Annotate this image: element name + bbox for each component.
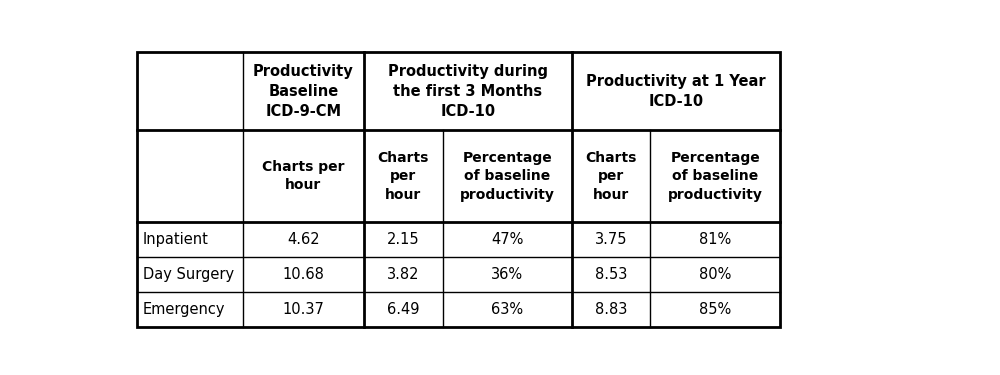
Text: Day Surgery: Day Surgery xyxy=(143,267,234,282)
Text: Charts
per
hour: Charts per hour xyxy=(378,151,429,202)
Text: 80%: 80% xyxy=(699,267,731,282)
Text: 63%: 63% xyxy=(491,302,523,316)
Text: Percentage
of baseline
productivity: Percentage of baseline productivity xyxy=(460,151,555,202)
Text: 2.15: 2.15 xyxy=(387,232,420,247)
Text: 3.82: 3.82 xyxy=(387,267,420,282)
Text: 36%: 36% xyxy=(491,267,523,282)
Text: 85%: 85% xyxy=(699,302,731,316)
Text: Percentage
of baseline
productivity: Percentage of baseline productivity xyxy=(668,151,763,202)
Text: 8.53: 8.53 xyxy=(595,267,627,282)
Text: 10.37: 10.37 xyxy=(282,302,324,316)
Text: 6.49: 6.49 xyxy=(387,302,420,316)
Text: 10.68: 10.68 xyxy=(282,267,324,282)
Text: 4.62: 4.62 xyxy=(287,232,320,247)
Text: Productivity at 1 Year
ICD-10: Productivity at 1 Year ICD-10 xyxy=(586,74,766,109)
Text: 47%: 47% xyxy=(491,232,523,247)
Text: 81%: 81% xyxy=(699,232,731,247)
Text: Productivity
Baseline
ICD-9-CM: Productivity Baseline ICD-9-CM xyxy=(253,64,354,118)
Text: 8.83: 8.83 xyxy=(595,302,627,316)
Text: Charts
per
hour: Charts per hour xyxy=(586,151,637,202)
Text: Inpatient: Inpatient xyxy=(143,232,209,247)
Text: 3.75: 3.75 xyxy=(595,232,627,247)
Text: Emergency: Emergency xyxy=(143,302,225,316)
Text: Charts per
hour: Charts per hour xyxy=(262,160,345,192)
Text: Productivity during
the first 3 Months
ICD-10: Productivity during the first 3 Months I… xyxy=(388,64,548,118)
